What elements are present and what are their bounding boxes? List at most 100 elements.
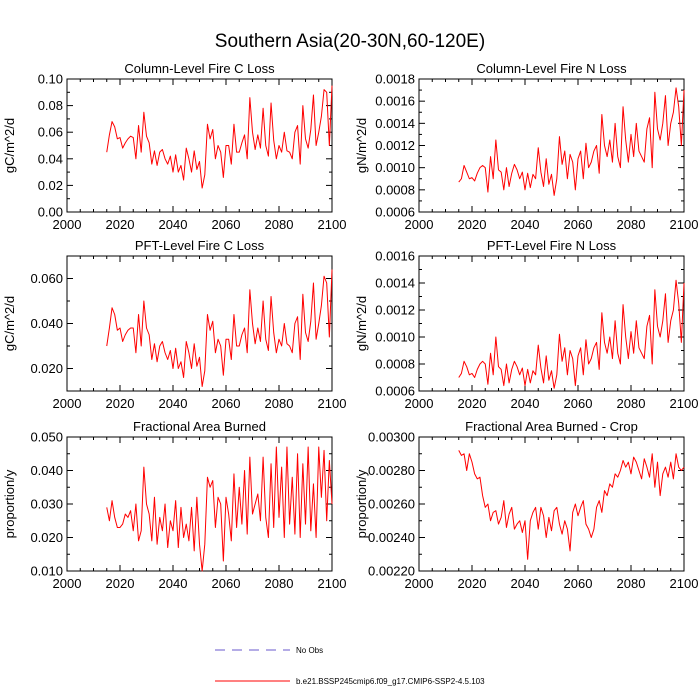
x-tick-label: 2020 [458, 396, 487, 411]
series-line [458, 279, 685, 389]
y-tick-label: 0.00 [38, 205, 63, 220]
y-tick-label: 0.020 [30, 530, 63, 545]
x-tick-label: 2080 [265, 217, 294, 232]
y-tick-label: 0.04 [38, 151, 63, 166]
series-line [458, 450, 685, 560]
x-tick-label: 2040 [511, 576, 540, 591]
y-tick-label: 0.0016 [375, 94, 415, 109]
x-tick-label: 2060 [212, 576, 241, 591]
y-tick-label: 0.010 [30, 564, 63, 579]
y-tick-label: 0.0006 [375, 205, 415, 220]
x-tick-label: 2100 [318, 217, 347, 232]
y-tick-label: 0.02 [38, 178, 63, 193]
x-tick-label: 2100 [670, 396, 699, 411]
x-tick-label: 2040 [511, 217, 540, 232]
x-tick-label: 2060 [212, 396, 241, 411]
x-tick-label: 2040 [511, 396, 540, 411]
y-tick-label: 0.00240 [368, 530, 415, 545]
y-tick-label: 0.00300 [368, 430, 415, 445]
plot-frame [66, 436, 333, 572]
x-tick-label: 2080 [265, 396, 294, 411]
panel-2: Column-Level Fire N Loss gN/m^2/d 2000 2020… [354, 61, 698, 232]
y-tick-label: 0.00260 [368, 497, 415, 512]
y-axis-label: gN/m^2/d [354, 118, 369, 173]
series-line [458, 87, 685, 196]
x-tick-label: 2060 [212, 217, 241, 232]
x-tick-label: 2100 [318, 576, 347, 591]
x-tick-label: 2060 [564, 396, 593, 411]
y-tick-label: 0.020 [30, 361, 63, 376]
x-tick-label: 2100 [670, 576, 699, 591]
figure-title: Southern Asia(20-30N,60-120E) [215, 31, 485, 52]
series-line [106, 446, 333, 572]
x-tick-label: 2000 [53, 217, 82, 232]
x-tick-label: 2040 [159, 396, 188, 411]
x-tick-label: 2000 [405, 576, 434, 591]
y-tick-label: 0.0012 [375, 303, 415, 318]
plot-frame [418, 436, 685, 572]
series-line [106, 85, 333, 189]
panel-4: PFT-Level Fire N Loss gN/m^2/d 2000 2020 204… [354, 238, 698, 411]
plot-frame [418, 78, 685, 213]
y-tick-label: 0.06 [38, 125, 63, 140]
x-tick-label: 2000 [53, 396, 82, 411]
x-tick-label: 2020 [106, 576, 135, 591]
y-tick-label: 0.00220 [368, 564, 415, 579]
x-tick-label: 2020 [106, 217, 135, 232]
x-tick-label: 2080 [617, 396, 646, 411]
y-axis-label: proportion/y [2, 469, 17, 538]
x-tick-label: 2080 [265, 576, 294, 591]
plot-frame [66, 78, 333, 213]
legend-obs-label: No Obs [296, 646, 323, 655]
panel-title: Fractional Area Burned [133, 419, 266, 434]
y-tick-label: 0.0018 [375, 72, 415, 87]
panel-title: Column-Level Fire N Loss [476, 61, 627, 76]
legend-model-label: b.e21.BSSP245cmip6.f09_g17.CMIP6-SSP2-4.… [296, 677, 485, 686]
panel-1: Column-Level Fire C Loss gC/m^2/d 2000 2020… [2, 61, 346, 232]
y-tick-label: 0.040 [30, 463, 63, 478]
y-tick-label: 0.030 [30, 497, 63, 512]
x-tick-label: 2020 [106, 396, 135, 411]
y-tick-label: 0.060 [30, 271, 63, 286]
plot-frame [66, 255, 333, 392]
y-tick-label: 0.040 [30, 316, 63, 331]
panel-title: PFT-Level Fire C Loss [135, 238, 265, 253]
y-tick-label: 0.0006 [375, 384, 415, 399]
x-tick-label: 2100 [318, 396, 347, 411]
y-tick-label: 0.0008 [375, 357, 415, 372]
x-tick-label: 2040 [159, 217, 188, 232]
panel-title: Fractional Area Burned - Crop [465, 419, 638, 434]
y-axis-label: gC/m^2/d [2, 296, 17, 351]
panel-title: PFT-Level Fire N Loss [487, 238, 617, 253]
x-tick-label: 2100 [670, 217, 699, 232]
y-tick-label: 0.0016 [375, 249, 415, 264]
y-tick-label: 0.0014 [375, 116, 415, 131]
panel-3: PFT-Level Fire C Loss gC/m^2/d 2000 2020 204… [2, 238, 346, 411]
panel-6: Fractional Area Burned - Crop proportion/… [354, 419, 698, 591]
x-tick-label: 2000 [53, 576, 82, 591]
panel-title: Column-Level Fire C Loss [124, 61, 275, 76]
x-tick-label: 2000 [405, 217, 434, 232]
y-tick-label: 0.0010 [375, 160, 415, 175]
x-tick-label: 2060 [564, 217, 593, 232]
y-tick-label: 0.00280 [368, 463, 415, 478]
y-axis-label: proportion/y [354, 469, 369, 538]
y-tick-label: 0.0014 [375, 276, 415, 291]
series-line [106, 269, 333, 387]
x-tick-label: 2020 [458, 576, 487, 591]
x-tick-label: 2000 [405, 396, 434, 411]
y-axis-label: gN/m^2/d [354, 296, 369, 351]
x-tick-label: 2060 [564, 576, 593, 591]
legend: No Obs b.e21.BSSP245cmip6.f09_g17.CMIP6-… [215, 646, 485, 686]
y-tick-label: 0.0012 [375, 138, 415, 153]
x-tick-label: 2080 [617, 217, 646, 232]
y-tick-label: 0.08 [38, 98, 63, 113]
x-tick-label: 2020 [458, 217, 487, 232]
x-tick-label: 2080 [617, 576, 646, 591]
y-tick-label: 0.10 [38, 72, 63, 87]
y-axis-label: gC/m^2/d [2, 118, 17, 173]
y-tick-label: 0.050 [30, 430, 63, 445]
y-tick-label: 0.0010 [375, 330, 415, 345]
y-tick-label: 0.0008 [375, 182, 415, 197]
